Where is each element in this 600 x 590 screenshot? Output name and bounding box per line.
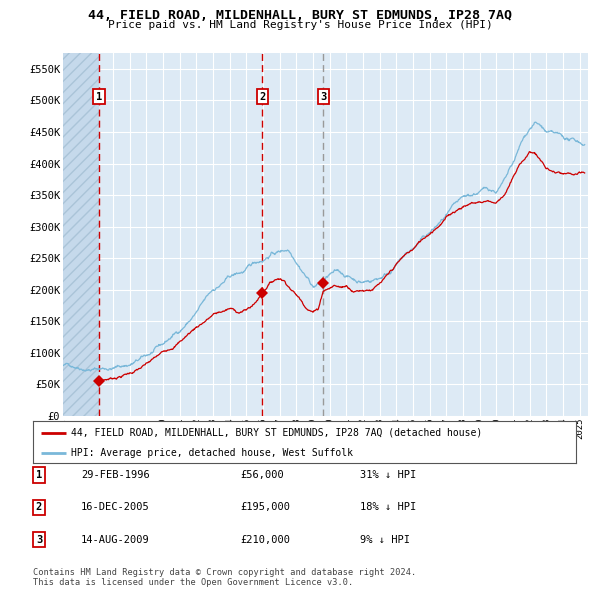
Text: 3: 3 [36, 535, 42, 545]
Text: 1: 1 [36, 470, 42, 480]
Text: 1: 1 [96, 91, 102, 101]
Text: Price paid vs. HM Land Registry's House Price Index (HPI): Price paid vs. HM Land Registry's House … [107, 20, 493, 30]
Text: 14-AUG-2009: 14-AUG-2009 [81, 535, 150, 545]
Text: 3: 3 [320, 91, 326, 101]
Text: 31% ↓ HPI: 31% ↓ HPI [360, 470, 416, 480]
Text: 2: 2 [36, 503, 42, 512]
Text: 44, FIELD ROAD, MILDENHALL, BURY ST EDMUNDS, IP28 7AQ: 44, FIELD ROAD, MILDENHALL, BURY ST EDMU… [88, 9, 512, 22]
Text: £210,000: £210,000 [240, 535, 290, 545]
Text: 9% ↓ HPI: 9% ↓ HPI [360, 535, 410, 545]
Text: £195,000: £195,000 [240, 503, 290, 512]
Text: 2: 2 [259, 91, 265, 101]
Text: 29-FEB-1996: 29-FEB-1996 [81, 470, 150, 480]
Text: Contains HM Land Registry data © Crown copyright and database right 2024.
This d: Contains HM Land Registry data © Crown c… [33, 568, 416, 587]
Text: 44, FIELD ROAD, MILDENHALL, BURY ST EDMUNDS, IP28 7AQ (detached house): 44, FIELD ROAD, MILDENHALL, BURY ST EDMU… [71, 428, 482, 438]
Text: £56,000: £56,000 [240, 470, 284, 480]
Bar [63, 53, 99, 416]
Text: 18% ↓ HPI: 18% ↓ HPI [360, 503, 416, 512]
Text: 16-DEC-2005: 16-DEC-2005 [81, 503, 150, 512]
Text: HPI: Average price, detached house, West Suffolk: HPI: Average price, detached house, West… [71, 448, 353, 457]
